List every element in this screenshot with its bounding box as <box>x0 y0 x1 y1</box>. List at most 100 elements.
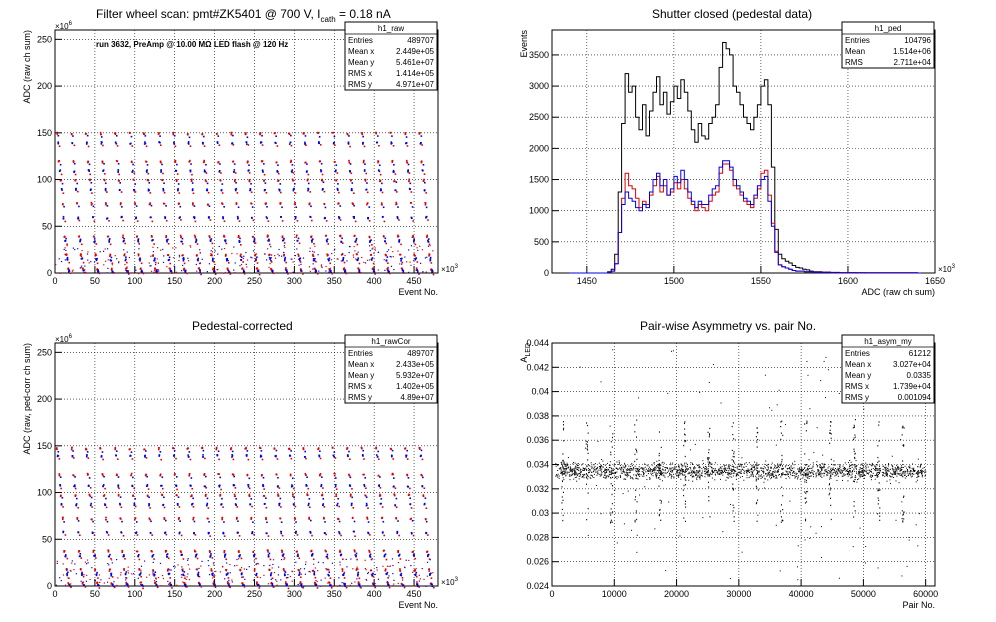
scatter-point <box>724 467 726 469</box>
scatter-point <box>94 253 97 256</box>
scatter-point <box>359 272 362 274</box>
scatter-point <box>879 468 881 470</box>
scatter-point <box>169 585 172 587</box>
scatter-point <box>818 472 820 474</box>
scatter-point <box>787 471 789 473</box>
x-tick-label: 150 <box>167 276 182 286</box>
scatter-point <box>89 487 92 489</box>
scatter-point <box>603 471 605 473</box>
scatter-point <box>891 476 893 478</box>
scatter-point <box>365 502 368 505</box>
scatter-point <box>820 466 822 468</box>
scatter-point <box>743 469 745 471</box>
scatter-point <box>258 273 261 276</box>
scatter-point <box>208 574 211 576</box>
scatter-point <box>368 206 371 208</box>
scatter-point <box>874 475 876 477</box>
scatter-point <box>350 502 353 505</box>
scatter-point <box>70 570 72 572</box>
scatter-point <box>98 584 100 587</box>
scatter-point <box>133 172 136 174</box>
scatter-point <box>209 239 212 241</box>
scatter-point <box>135 531 138 533</box>
scatter-point <box>740 463 742 465</box>
scatter-point <box>270 573 272 576</box>
scatter-point <box>175 247 177 249</box>
scatter-point <box>788 467 790 469</box>
scatter-point <box>690 467 692 469</box>
scatter-point <box>721 473 723 475</box>
scatter-point <box>283 570 286 572</box>
scatter-point <box>106 272 108 274</box>
scatter-point <box>240 573 243 575</box>
scatter-point <box>173 455 176 457</box>
scatter-point <box>218 144 221 147</box>
scatter-point <box>674 466 676 468</box>
scatter-point <box>269 263 271 265</box>
scatter-point <box>260 141 263 144</box>
scatter-point <box>823 466 825 468</box>
scatter-point <box>413 580 415 583</box>
scatter-point <box>582 467 584 469</box>
scatter-point <box>732 469 734 471</box>
scatter-point <box>248 477 251 480</box>
scatter-point <box>192 216 195 218</box>
scatter-point <box>339 205 342 207</box>
scatter-point <box>239 240 241 243</box>
scatter-point <box>110 256 113 259</box>
scatter-point <box>414 243 417 246</box>
scatter-point <box>277 574 280 576</box>
scatter-point <box>341 558 344 561</box>
scatter-point <box>615 467 617 469</box>
scatter-point <box>106 217 109 220</box>
scatter-point <box>909 470 911 472</box>
scatter-point <box>336 187 339 190</box>
scatter-point <box>356 259 358 261</box>
scatter-point <box>588 465 590 467</box>
scatter-point <box>86 161 89 164</box>
scatter-point <box>139 257 141 260</box>
scatter-point <box>87 145 90 148</box>
scatter-point <box>58 160 61 162</box>
scatter-point <box>427 238 430 240</box>
scatter-point <box>397 206 399 208</box>
scatter-point <box>629 471 631 473</box>
scatter-point <box>108 239 110 241</box>
scatter-point <box>95 258 98 260</box>
scatter-point <box>267 248 269 250</box>
scatter-point <box>399 568 401 570</box>
scatter-point <box>309 571 311 573</box>
scatter-point <box>123 239 125 242</box>
scatter-point <box>917 475 919 477</box>
scatter-point <box>729 468 731 470</box>
scatter-point <box>80 580 82 582</box>
scatter-point <box>217 253 219 255</box>
scatter-point <box>669 475 671 477</box>
scatter-point <box>209 240 212 242</box>
scatter-point <box>421 249 423 251</box>
scatter-point <box>112 585 115 588</box>
scatter-point <box>753 467 755 469</box>
scatter-point <box>335 179 337 181</box>
scatter-point <box>810 475 812 477</box>
scatter-point <box>895 469 897 471</box>
scatter-point <box>234 172 237 174</box>
scatter-point <box>816 472 818 474</box>
scatter-point <box>609 473 611 475</box>
scatter-point <box>296 239 299 242</box>
scatter-point <box>90 502 93 505</box>
scatter-point <box>346 448 348 450</box>
scatter-point <box>329 577 332 580</box>
x-exponent-base: ×10 <box>441 265 455 274</box>
scatter-point <box>186 448 189 450</box>
scatter-point <box>607 476 609 478</box>
scatter-point <box>259 585 261 588</box>
scatter-point <box>61 496 64 499</box>
scatter-point <box>320 179 323 182</box>
scatter-point <box>163 496 165 499</box>
scatter-point <box>138 248 140 250</box>
scatter-point <box>601 472 603 474</box>
scatter-point <box>269 564 271 567</box>
scatter-point <box>255 563 258 566</box>
scatter-point <box>692 475 694 477</box>
